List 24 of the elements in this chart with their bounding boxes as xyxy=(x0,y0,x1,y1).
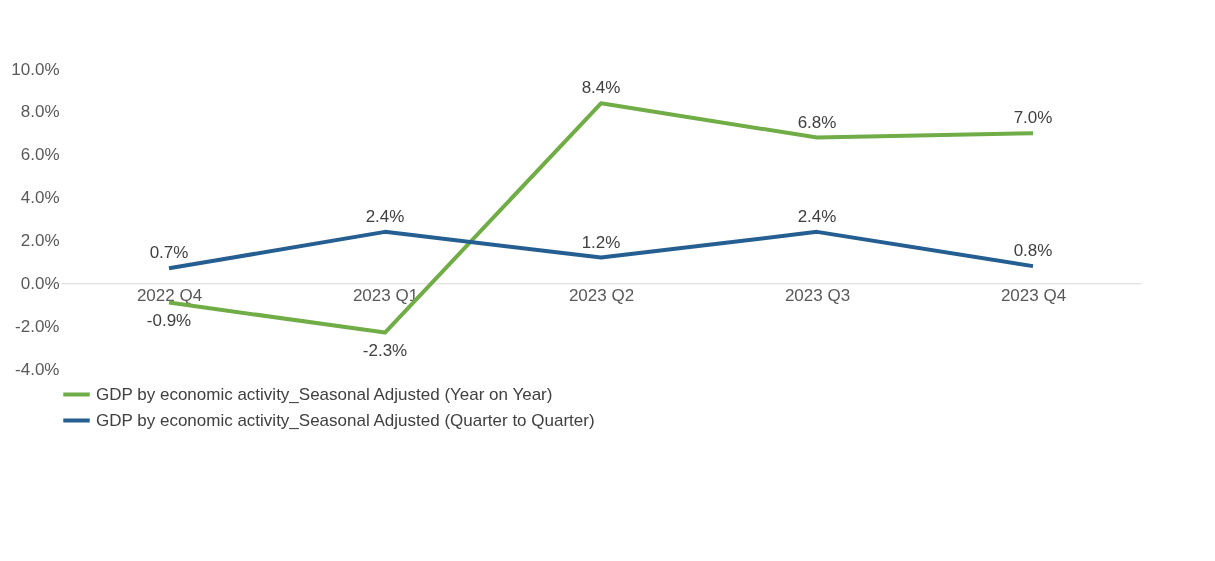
data-label: 2.4% xyxy=(365,206,405,226)
y-tick-label: -4.0% xyxy=(15,359,60,379)
data-label: -0.9% xyxy=(146,310,192,330)
data-label: -2.3% xyxy=(362,340,408,360)
data-label: 6.8% xyxy=(797,112,837,132)
data-label: 0.8% xyxy=(1013,241,1053,261)
y-tick-label: 10.0% xyxy=(11,59,60,79)
y-tick-label: 0.0% xyxy=(20,273,60,293)
data-label: 1.2% xyxy=(581,232,621,252)
x-tick-label: 2023 Q2 xyxy=(568,285,635,305)
y-tick-label: 4.0% xyxy=(20,188,60,208)
data-label: 7.0% xyxy=(1013,108,1053,128)
y-tick-label: 6.0% xyxy=(20,145,60,165)
x-tick-label: 2022 Q4 xyxy=(136,285,203,305)
x-tick-label: 2023 Q4 xyxy=(1000,285,1067,305)
legend-label: GDP by economic activity_Seasonal Adjusted (Year on Year) xyxy=(96,384,553,404)
y-tick-label: 2.0% xyxy=(20,230,60,250)
y-tick-label: 8.0% xyxy=(20,102,60,122)
y-tick-label: -2.0% xyxy=(15,316,60,336)
data-label: 8.4% xyxy=(581,78,621,98)
legend-label: GDP by economic activity_Seasonal Adjusted (Quarter to Quarter) xyxy=(96,410,595,430)
data-label: 2.4% xyxy=(797,206,837,226)
data-label: 0.7% xyxy=(149,243,189,263)
x-tick-label: 2023 Q3 xyxy=(784,285,851,305)
